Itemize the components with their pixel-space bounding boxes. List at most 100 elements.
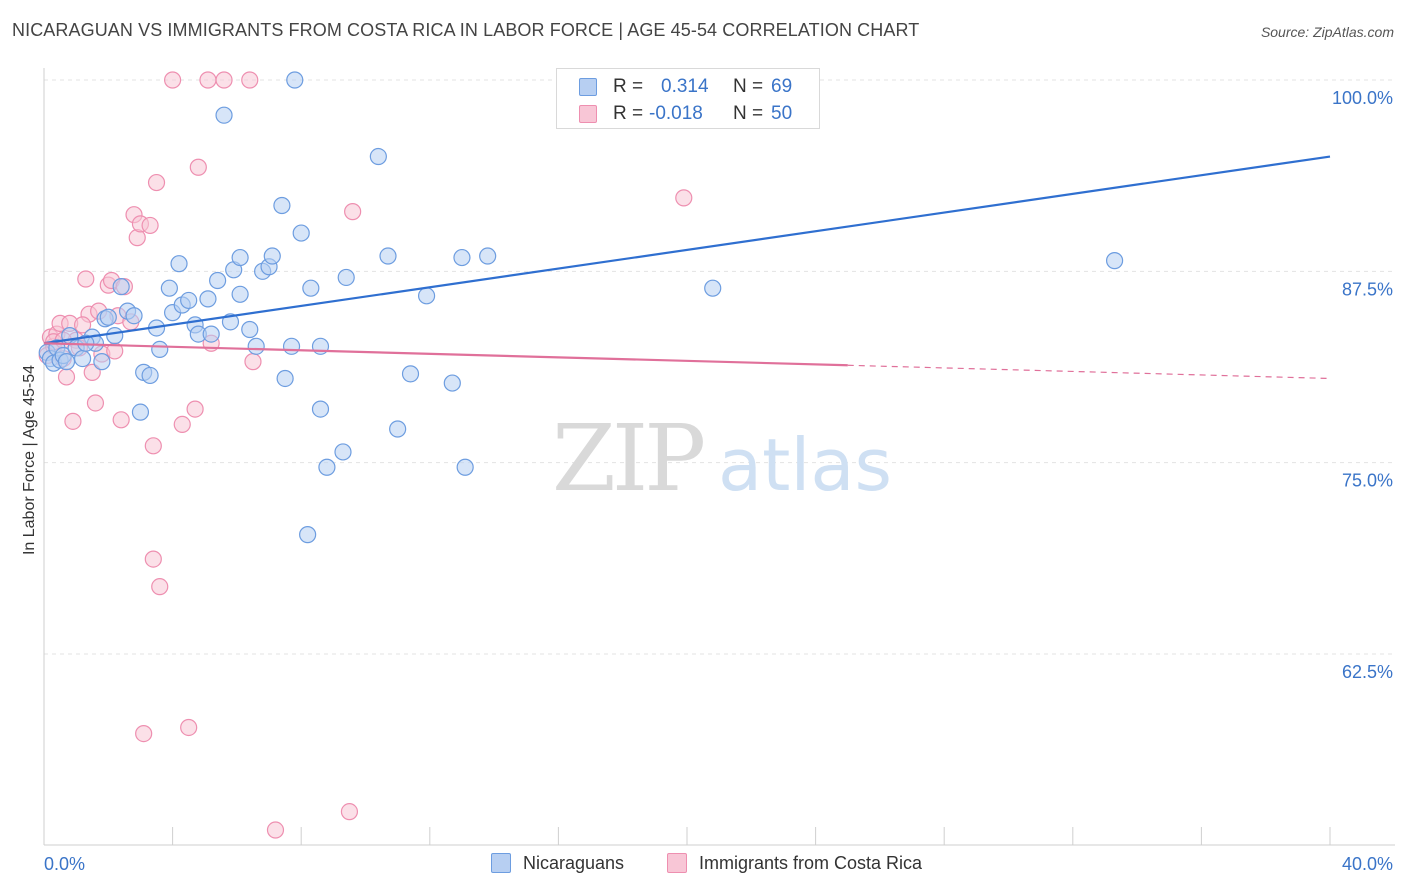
data-point [1105, 252, 1124, 270]
data-point [292, 224, 310, 242]
data-point [151, 578, 169, 596]
y-tick-label: 87.5% [1342, 279, 1393, 299]
data-point [209, 271, 227, 290]
n-value: 50 [771, 103, 793, 124]
data-point [241, 71, 259, 89]
data-point [160, 279, 178, 297]
data-point [241, 320, 259, 339]
data-point [99, 308, 117, 326]
data-point [106, 327, 124, 345]
data-point [186, 400, 204, 418]
y-tick-labels: 62.5% 75.0% 87.5% 100.0% [1332, 88, 1393, 682]
data-point [282, 337, 301, 355]
data-point [247, 337, 265, 355]
data-point [417, 287, 436, 305]
data-point [704, 279, 722, 297]
data-point [147, 173, 166, 192]
data-point [189, 158, 207, 176]
legend-swatch-costa-rica [667, 853, 687, 873]
r-label: R = [613, 103, 644, 124]
legend-swatch-nicaraguans [579, 78, 597, 96]
data-point [151, 340, 169, 358]
legend-swatch-nicaraguans [491, 853, 511, 873]
data-point [93, 353, 111, 371]
watermark: ZIP atlas [552, 405, 892, 512]
data-point [112, 411, 130, 429]
data-point [389, 420, 407, 438]
data-point [456, 458, 474, 476]
r-value: 0.314 [661, 76, 709, 97]
data-point [318, 458, 336, 476]
data-point [340, 803, 359, 821]
data-point [77, 270, 95, 288]
stats-legend: R = 0.314 N = 69 R = -0.018 N = 50 [556, 68, 820, 129]
trend-line [43, 155, 1331, 345]
data-point [135, 724, 153, 743]
data-point [334, 443, 352, 461]
trend-line-dashed [847, 364, 1331, 380]
data-point [299, 526, 317, 544]
data-point [83, 363, 101, 381]
n-label: N = [733, 103, 764, 124]
x-ticks [43, 827, 1331, 845]
x-tick-label-min: 0.0% [44, 854, 85, 874]
data-point [266, 821, 285, 839]
data-point [64, 412, 82, 430]
data-point [369, 147, 387, 166]
data-point [401, 365, 420, 383]
data-point [112, 278, 130, 296]
data-point [231, 248, 249, 267]
n-value: 69 [771, 76, 793, 97]
y-tick-label: 100.0% [1332, 88, 1393, 108]
r-value: -0.018 [649, 103, 703, 124]
y-tick-label: 62.5% [1342, 662, 1393, 682]
y-tick-label: 75.0% [1342, 471, 1393, 491]
data-point [276, 369, 294, 388]
data-point [273, 196, 291, 215]
data-point [57, 353, 76, 371]
watermark-zip: ZIP [552, 405, 703, 512]
data-point [125, 307, 143, 325]
data-point [215, 71, 233, 89]
data-point [199, 71, 217, 89]
data-point [173, 415, 191, 433]
data-point [180, 718, 198, 737]
data-point [215, 106, 233, 124]
data-point [199, 290, 217, 308]
legend-label: Immigrants from Costa Rica [699, 853, 923, 873]
chart-source: Source: ZipAtlas.com [1260, 24, 1394, 40]
data-point [443, 374, 461, 392]
data-point [86, 394, 105, 412]
data-point [180, 291, 198, 310]
data-point [141, 366, 159, 385]
data-point [337, 268, 355, 287]
data-point [675, 189, 693, 207]
data-point [141, 216, 159, 235]
data-point [379, 247, 397, 265]
data-point [231, 285, 249, 303]
data-point [244, 353, 262, 371]
data-point [202, 325, 220, 343]
x-tick-label-max: 40.0% [1342, 854, 1393, 874]
data-point [170, 255, 188, 273]
data-point [302, 279, 320, 297]
data-point [164, 71, 182, 89]
data-point [263, 247, 281, 265]
data-point [73, 349, 92, 368]
watermark-atlas: atlas [718, 423, 892, 507]
data-point [479, 247, 497, 265]
data-point [144, 437, 162, 455]
data-point [57, 368, 76, 386]
data-point [344, 203, 362, 221]
trend-line [43, 342, 848, 367]
data-point [311, 400, 330, 418]
data-point [73, 316, 92, 334]
data-point [144, 550, 162, 568]
chart-title: NICARAGUAN VS IMMIGRANTS FROM COSTA RICA… [12, 20, 920, 40]
r-label: R = [613, 76, 644, 97]
legend-label: Nicaraguans [523, 853, 625, 873]
n-label: N = [733, 76, 764, 97]
data-point [131, 403, 150, 421]
legend-swatch-costa-rica [579, 105, 597, 123]
